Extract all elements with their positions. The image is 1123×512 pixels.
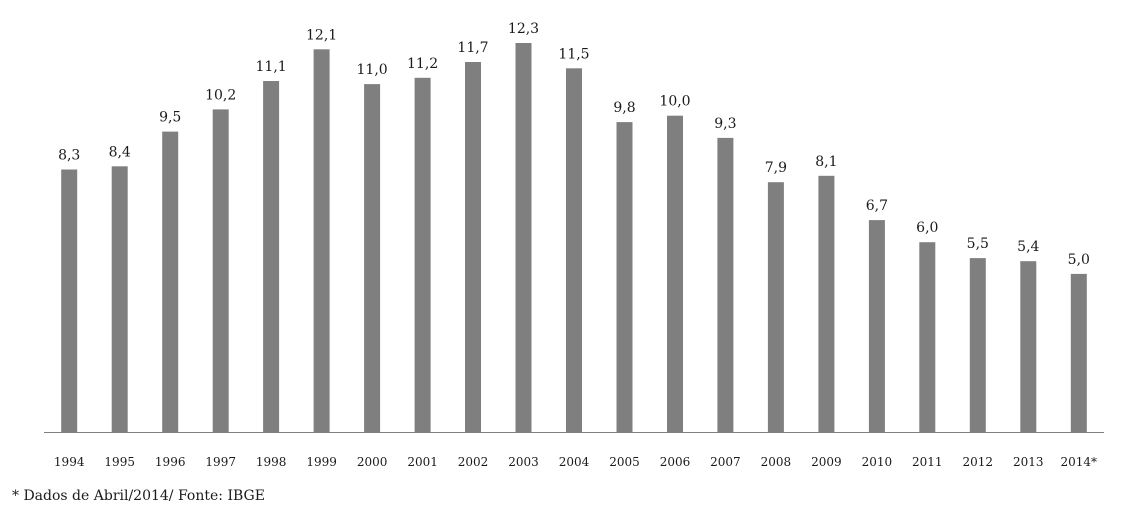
data-label-1999: 12,1 <box>306 27 337 43</box>
bar-1996 <box>162 131 179 432</box>
data-label-1995: 8,4 <box>109 144 131 160</box>
bar-2003 <box>515 43 532 432</box>
bar-2013 <box>1020 261 1037 432</box>
bar-1995 <box>111 166 128 433</box>
x-tick-label-2009: 2009 <box>811 455 842 469</box>
x-tick-label-2014: 2014* <box>1061 455 1098 469</box>
data-label-2013: 5,4 <box>1017 239 1039 255</box>
data-label-2004: 11,5 <box>558 46 589 62</box>
x-tick-label-1997: 1997 <box>205 455 236 469</box>
x-tick-label-2006: 2006 <box>660 455 691 469</box>
x-tick-label-1999: 1999 <box>306 455 337 469</box>
x-tick-label-2013: 2013 <box>1013 455 1044 469</box>
bar-2001 <box>414 77 431 433</box>
bar-2011 <box>919 242 936 432</box>
data-label-1996: 9,5 <box>159 110 181 126</box>
bar-2008 <box>767 182 784 432</box>
bar-2009 <box>818 175 835 433</box>
bar-2010 <box>868 220 885 432</box>
x-tick-label-1998: 1998 <box>256 455 287 469</box>
bar-1999 <box>313 49 330 433</box>
data-label-2003: 12,3 <box>508 21 539 37</box>
data-label-2012: 5,5 <box>967 236 989 252</box>
x-tick-label-2010: 2010 <box>862 455 893 469</box>
x-tick-label-2002: 2002 <box>458 455 489 469</box>
bar-2000 <box>364 84 381 432</box>
data-label-2006: 10,0 <box>659 94 690 110</box>
data-label-2000: 11,0 <box>357 62 388 78</box>
x-tick-label-2008: 2008 <box>761 455 792 469</box>
bar-2006 <box>667 115 683 432</box>
data-label-2005: 9,8 <box>613 100 635 116</box>
x-tick-label-1994: 1994 <box>54 455 85 469</box>
x-tick-label-2011: 2011 <box>912 455 943 469</box>
data-label-1994: 8,3 <box>58 148 80 164</box>
data-label-2014: 5,0 <box>1068 252 1090 268</box>
x-tick-label-1995: 1995 <box>104 455 135 469</box>
data-label-2001: 11,2 <box>407 56 438 72</box>
data-label-2010: 6,7 <box>866 198 888 214</box>
bar-2004 <box>566 68 582 433</box>
data-label-1998: 11,1 <box>256 59 287 75</box>
data-label-2011: 6,0 <box>916 220 938 236</box>
footnote: * Dados de Abril/2014/ Fonte: IBGE <box>12 488 265 504</box>
data-label-2007: 9,3 <box>714 116 736 132</box>
bar-2002 <box>465 62 481 432</box>
data-label-2008: 7,9 <box>765 160 787 176</box>
data-label-2002: 11,7 <box>457 40 488 56</box>
x-tick-label-2001: 2001 <box>407 455 438 469</box>
bar-1998 <box>263 81 280 432</box>
data-label-1997: 10,2 <box>205 87 236 103</box>
x-tick-label-2003: 2003 <box>508 455 539 469</box>
bar-1997 <box>212 109 229 433</box>
bar-2005 <box>616 122 633 432</box>
x-tick-label-2000: 2000 <box>357 455 388 469</box>
x-tick-label-2012: 2012 <box>963 455 994 469</box>
bar-1994 <box>61 169 78 432</box>
bar-2007 <box>717 137 734 432</box>
bar-2014 <box>1070 273 1087 432</box>
x-tick-label-2004: 2004 <box>559 455 590 469</box>
bar-2012 <box>969 258 986 432</box>
data-label-2009: 8,1 <box>815 154 837 170</box>
x-tick-label-2007: 2007 <box>710 455 741 469</box>
x-tick-label-2005: 2005 <box>609 455 640 469</box>
x-tick-label-1996: 1996 <box>155 455 186 469</box>
